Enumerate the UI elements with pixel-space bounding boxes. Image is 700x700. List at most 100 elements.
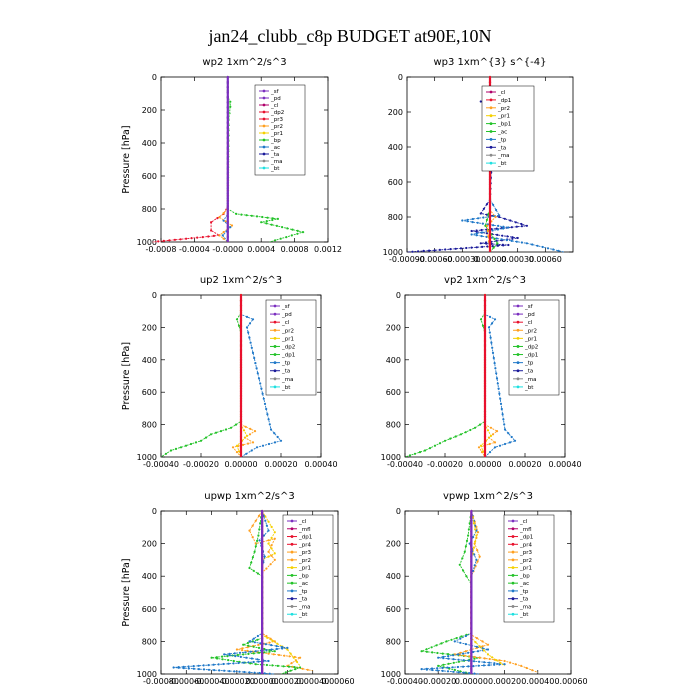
data-point: [481, 450, 485, 453]
data-point: [494, 367, 497, 370]
legend-marker: [489, 98, 493, 102]
series-markers: [408, 293, 487, 457]
data-point: [488, 315, 492, 318]
legend-entry: _bt: [298, 612, 308, 618]
data-point: [479, 318, 483, 321]
data-point: [447, 662, 450, 665]
data-point: [173, 238, 176, 241]
data-point: [470, 652, 473, 655]
data-point: [283, 654, 286, 657]
data-point: [265, 649, 268, 652]
x-tick-label: 0.00040: [548, 460, 581, 469]
data-point: [474, 641, 477, 644]
x-tick-label: -0.00020: [420, 677, 456, 686]
data-point: [249, 662, 252, 665]
data-point: [506, 235, 509, 238]
x-tick-label: 0.00000: [473, 255, 506, 264]
data-point: [483, 369, 487, 372]
data-point: [483, 450, 487, 453]
data-point: [531, 243, 534, 246]
data-point: [470, 525, 473, 528]
data-point: [483, 435, 487, 438]
data-point: [261, 657, 264, 660]
data-point: [463, 550, 466, 553]
legend-marker: [290, 597, 294, 601]
data-point: [503, 659, 506, 663]
data-point: [182, 667, 185, 670]
data-point: [488, 331, 491, 334]
legend-entry: _bp: [519, 573, 530, 579]
panel-wp2: wp2 1xm^2/s^3 Pressure [hPa] 0 200 400 600 800…: [121, 57, 342, 254]
data-point: [232, 659, 235, 663]
data-point: [486, 245, 489, 248]
data-point: [242, 643, 245, 646]
data-point: [239, 655, 242, 659]
legend-marker: [262, 152, 266, 156]
data-point: [470, 642, 473, 645]
data-point: [475, 232, 478, 235]
legend-entry: _pr3: [298, 550, 312, 556]
y-tick-label: 200: [386, 323, 401, 332]
legend-marker: [516, 361, 520, 365]
data-point: [210, 221, 213, 224]
data-point: [187, 667, 190, 670]
data-point: [452, 654, 455, 657]
data-point: [447, 655, 450, 658]
data-point: [510, 239, 513, 242]
plot-frame: [404, 510, 572, 675]
legend-entry: _ac: [519, 581, 529, 587]
data-point: [479, 242, 482, 245]
data-point: [462, 652, 465, 655]
data-point: [483, 400, 487, 403]
data-point: [271, 664, 274, 667]
data-point: [472, 536, 475, 539]
data-point: [470, 611, 473, 615]
data-point: [498, 659, 501, 662]
data-point: [261, 540, 264, 543]
data-point: [488, 200, 492, 204]
data-point: [228, 102, 231, 105]
data-point: [267, 520, 270, 523]
y-tick-label: 400: [142, 572, 157, 581]
legend-entry: _pr2: [270, 124, 283, 130]
data-point: [486, 643, 490, 646]
data-point: [493, 662, 496, 665]
legend-entry: _pr2: [298, 558, 311, 564]
data-point: [253, 430, 257, 433]
data-point: [245, 315, 249, 318]
legend-marker: [511, 597, 515, 601]
data-point: [247, 652, 250, 656]
data-point: [468, 672, 471, 675]
data-point: [489, 336, 492, 339]
data-point: [488, 657, 491, 661]
legend-entry: _cl: [270, 103, 279, 109]
legend-entry: _cl: [524, 320, 533, 326]
data-point: [261, 515, 264, 518]
data-point: [515, 225, 518, 228]
data-point: [185, 237, 188, 240]
data-point: [252, 645, 255, 648]
data-point: [500, 238, 503, 241]
x-tick-label: 0.00000: [224, 460, 257, 469]
data-point: [239, 435, 243, 438]
data-point: [226, 230, 229, 234]
data-point: [511, 237, 514, 240]
data-point: [487, 326, 491, 329]
data-point: [470, 627, 473, 630]
data-point: [226, 75, 229, 79]
data-point: [488, 245, 492, 249]
legend-marker: [489, 161, 493, 165]
data-point: [457, 653, 460, 656]
data-point: [270, 525, 273, 529]
data-point: [487, 235, 490, 238]
data-point: [239, 344, 243, 347]
data-point: [459, 641, 462, 644]
data-point: [259, 642, 262, 645]
data-point: [290, 662, 293, 665]
y-tick-label: 800: [386, 421, 401, 430]
y-tick-label: 800: [142, 637, 157, 646]
data-point: [256, 539, 259, 543]
data-point: [483, 359, 487, 362]
y-tick-label: 800: [142, 205, 157, 214]
